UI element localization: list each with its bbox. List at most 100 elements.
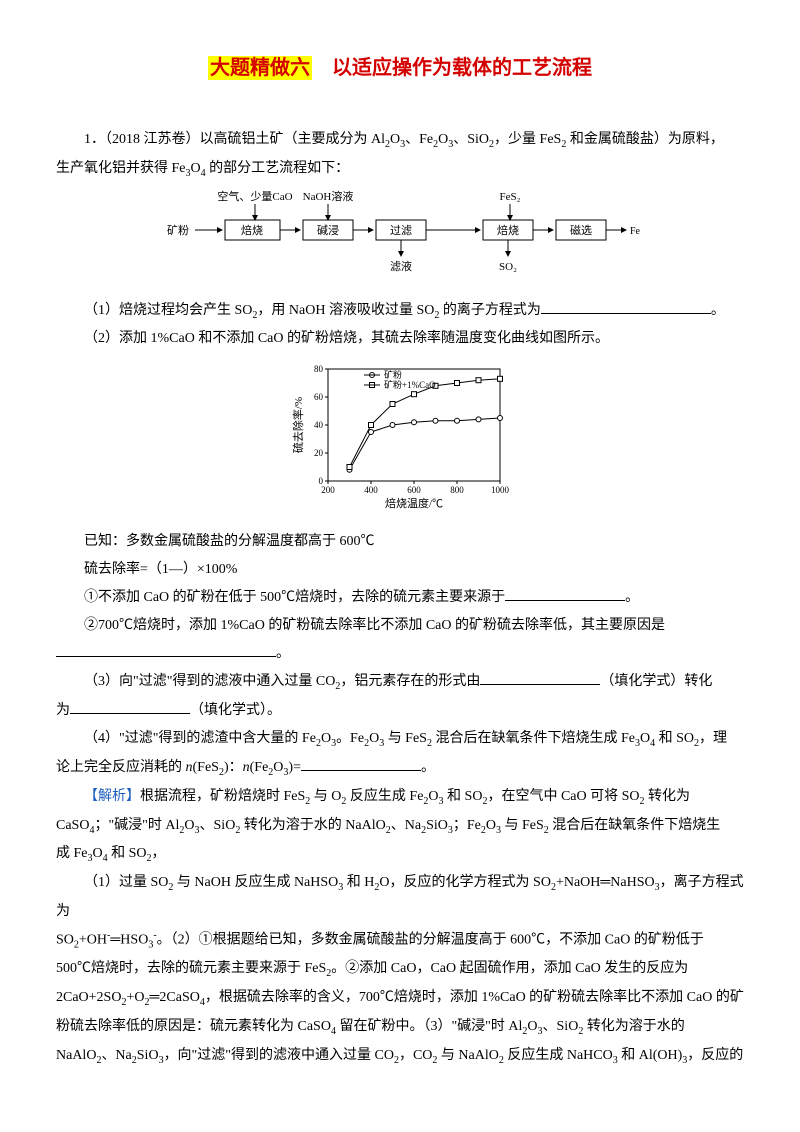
t: +NaOH═NaHSO xyxy=(556,875,655,890)
t: O xyxy=(486,818,496,833)
t: 。②添加 CaO，CaO 起固硫作用，添加 CaO 发生的反应为 xyxy=(331,961,688,976)
t: SO xyxy=(56,933,74,948)
t: 与 NaAlO xyxy=(437,1048,498,1063)
t: 与 NaOH 反应生成 NaHSO xyxy=(173,875,338,890)
svg-text:200: 200 xyxy=(321,485,335,495)
t: ，反应的 xyxy=(687,1048,743,1063)
svg-text:60: 60 xyxy=(314,392,324,402)
box3: 过滤 xyxy=(390,224,412,237)
t: O xyxy=(321,731,331,746)
t: （1）焙烧过程均会产生 SO xyxy=(84,303,252,318)
blank xyxy=(480,669,600,685)
flow-svg: 空气、少量CaO NaOH溶液 FeS₂ 矿粉 焙烧 碱浸 过滤 xyxy=(160,190,640,278)
t: NaAlO xyxy=(56,1048,96,1063)
t: 粉硫去除率低的原因是：硫元素转化为 CaSO xyxy=(56,1019,331,1034)
q1-intro2: 生产氧化铝并获得 Fe3O4 的部分工艺流程如下： xyxy=(56,155,744,184)
chart-figure: 2004006008001000020406080焙烧温度/℃硫去除率/%矿粉矿… xyxy=(56,359,744,520)
t: 与 FeS xyxy=(384,731,427,746)
t: 、Na xyxy=(101,1048,131,1063)
t: ，在空气中 CaO 可将 SO xyxy=(487,789,639,804)
box1: 焙烧 xyxy=(241,223,263,237)
t: （1）过量 SO xyxy=(84,875,168,890)
t: )： xyxy=(224,760,243,775)
t: 1．（2018 江苏卷）以高硫铝土矿（主要成分为 Al xyxy=(84,132,385,147)
t: （4）"过滤"得到的滤渣中含大量的 Fe xyxy=(84,731,316,746)
t: （填化学式）。 xyxy=(190,703,281,718)
t: O xyxy=(527,1019,537,1034)
svg-text:硫去除率/%: 硫去除率/% xyxy=(291,397,305,453)
t: O xyxy=(184,818,194,833)
blank xyxy=(70,698,190,714)
t: 。（2）①根据题给已知，多数金属硫酸盐的分解温度高于 600℃，不添加 CaO … xyxy=(157,933,704,948)
t: (FeS xyxy=(193,760,219,775)
blank xyxy=(505,585,625,601)
t: 生产氧化铝并获得 Fe xyxy=(56,161,186,176)
t: ②700℃焙烧时，添加 1%CaO 的矿粉硫去除率比不添加 CaO 的矿粉硫去除… xyxy=(84,618,665,633)
svg-text:400: 400 xyxy=(364,485,378,495)
t: 。Fe xyxy=(336,731,364,746)
t: 、SiO xyxy=(453,132,489,147)
t: 。 xyxy=(711,303,725,318)
t: O xyxy=(191,161,201,176)
n1: n xyxy=(186,760,193,775)
t: )= xyxy=(288,760,301,775)
flow-out: Fe₃O₄ xyxy=(630,226,640,237)
t: 的部分工艺流程如下： xyxy=(206,161,350,176)
t: （填化学式）转化 xyxy=(600,674,712,689)
analysis-p2: CaSO4；"碱浸"时 Al2O3、SiO2 转化为溶于水的 NaAlO2、Na… xyxy=(56,812,744,841)
svg-text:20: 20 xyxy=(314,448,324,458)
blank xyxy=(541,297,711,313)
t: 根据流程，矿粉焙烧时 FeS xyxy=(140,789,305,804)
analysis-4: 2CaO+2SO2+O2═2CaSO4，根据硫去除率的含义，700℃焙烧时，添加… xyxy=(56,984,744,1013)
t: 留在矿粉中。（3）"碱浸"时 Al xyxy=(336,1019,522,1034)
q1-intro: 1．（2018 江苏卷）以高硫铝土矿（主要成分为 Al2O3、Fe2O3、SiO… xyxy=(56,126,744,155)
t: 与 O xyxy=(310,789,341,804)
t: 转化为溶于水的 NaAlO xyxy=(240,818,385,833)
t: 混合后在缺氧条件下焙烧生成 Fe xyxy=(432,731,635,746)
svg-text:矿粉+1%CaO: 矿粉+1%CaO xyxy=(384,379,436,390)
t: 转化为溶于水的 xyxy=(583,1019,685,1034)
q1-4b: 论上完全反应消耗的 n(FeS2)：n(Fe2O3)=。 xyxy=(56,754,744,783)
q1-3b: 为（填化学式）。 xyxy=(56,697,744,725)
t: 和 Al(OH) xyxy=(618,1048,683,1063)
t: 混合后在缺氧条件下焙烧生 xyxy=(549,818,721,833)
t: 。 xyxy=(421,760,435,775)
t: 、Fe xyxy=(405,132,433,147)
t: ，根据硫去除率的含义，700℃焙烧时，添加 1%CaO 的矿粉硫去除率比不添加 … xyxy=(205,990,744,1005)
flow-top1: 空气、少量CaO xyxy=(217,190,292,203)
t: ，少量 FeS xyxy=(494,132,561,147)
sub2: ②700℃焙烧时，添加 1%CaO 的矿粉硫去除率比不添加 CaO 的矿粉硫去除… xyxy=(56,612,744,640)
t: 转化为 xyxy=(645,789,691,804)
analysis-1: （1）过量 SO2 与 NaOH 反应生成 NaHSO3 和 H2O，反应的化学… xyxy=(56,869,744,926)
analysis-3: 500℃焙烧时，去除的硫元素主要来源于 FeS2。②添加 CaO，CaO 起固硫… xyxy=(56,955,744,984)
known: 已知：多数金属硫酸盐的分解温度都高于 600℃ xyxy=(56,528,744,556)
svg-text:600: 600 xyxy=(407,485,421,495)
t: ，用 NaOH 溶液吸收过量 SO xyxy=(257,303,434,318)
page-title: 大题精做六 以适应操作为载体的工艺流程 xyxy=(56,48,744,88)
title-highlight: 大题精做六 xyxy=(208,56,312,80)
t: ；"碱浸"时 Al xyxy=(94,818,179,833)
analysis-p3: 成 Fe3O4 和 SO2， xyxy=(56,840,744,869)
t: （3）向"过滤"得到的滤液中通入过量 CO xyxy=(84,674,335,689)
svg-text:矿粉: 矿粉 xyxy=(384,369,402,380)
q1-2: （2）添加 1%CaO 和不添加 CaO 的矿粉焙烧，其硫去除率随温度变化曲线如… xyxy=(56,325,744,353)
t: 和 SO xyxy=(655,731,694,746)
flow-b1: 滤液 xyxy=(390,259,412,273)
t: ；Fe xyxy=(453,818,481,833)
t: 的离子方程式为 xyxy=(439,303,541,318)
t: +OH xyxy=(79,933,107,948)
analysis-2: SO2+OH-═HSO3-。（2）①根据题给已知，多数金属硫酸盐的分解温度高于 … xyxy=(56,926,744,955)
flow-top2: NaOH溶液 xyxy=(303,190,354,203)
t: 。 xyxy=(276,646,290,661)
t: 和 SO xyxy=(108,846,147,861)
q1-4: （4）"过滤"得到的滤渣中含大量的 Fe2O3。Fe2O3 与 FeS2 混合后… xyxy=(56,725,744,754)
t: 和金属硫酸盐）为原料， xyxy=(566,132,724,147)
t: ═2CaSO xyxy=(149,990,199,1005)
sub: 3 xyxy=(148,939,153,950)
svg-text:0: 0 xyxy=(319,476,324,486)
t: 和 H xyxy=(343,875,374,890)
t: ①不添加 CaO 的矿粉在低于 500℃焙烧时，去除的硫元素主要来源于 xyxy=(84,590,505,605)
flow-b2: SO₂ xyxy=(499,261,517,273)
analysis-p1: 【解析】根据流程，矿粉焙烧时 FeS2 与 O2 反应生成 Fe2O3 和 SO… xyxy=(56,783,744,812)
t: O xyxy=(640,731,650,746)
